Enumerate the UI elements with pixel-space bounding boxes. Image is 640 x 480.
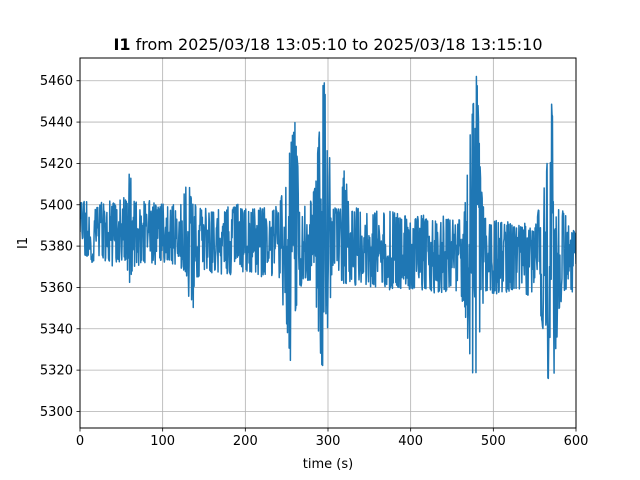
y-tick-label: 5400 bbox=[40, 198, 73, 213]
chart-title: I1 from 2025/03/18 13:05:10 to 2025/03/1… bbox=[113, 35, 542, 54]
x-tick-label: 600 bbox=[564, 434, 589, 449]
x-tick-label: 400 bbox=[398, 434, 423, 449]
y-tick-label: 5420 bbox=[40, 157, 73, 172]
y-tick-label: 5340 bbox=[40, 322, 73, 337]
axis-ticks: 0 100 200 300 400 500 600 5300 5320 5340 5360 5380 5… bbox=[40, 74, 589, 449]
data-layer bbox=[80, 75, 576, 380]
chart-title-bold: I1 bbox=[113, 35, 130, 54]
x-tick-label: 500 bbox=[481, 434, 506, 449]
x-axis-label: time (s) bbox=[303, 457, 353, 472]
series-line-i1 bbox=[80, 75, 576, 380]
y-tick-label: 5460 bbox=[40, 74, 73, 89]
chart-title-rest: from 2025/03/18 13:05:10 to 2025/03/18 1… bbox=[131, 35, 543, 54]
y-tick-label: 5380 bbox=[40, 240, 73, 255]
x-tick-label: 200 bbox=[233, 434, 258, 449]
y-tick-label: 5320 bbox=[40, 364, 73, 379]
x-tick-label: 0 bbox=[76, 434, 84, 449]
y-axis-label: I1 bbox=[16, 237, 31, 249]
y-tick-label: 5300 bbox=[40, 405, 73, 420]
x-tick-label: 100 bbox=[150, 434, 175, 449]
y-tick-label: 5360 bbox=[40, 281, 73, 296]
y-tick-label: 5440 bbox=[40, 116, 73, 131]
x-tick-label: 300 bbox=[316, 434, 341, 449]
